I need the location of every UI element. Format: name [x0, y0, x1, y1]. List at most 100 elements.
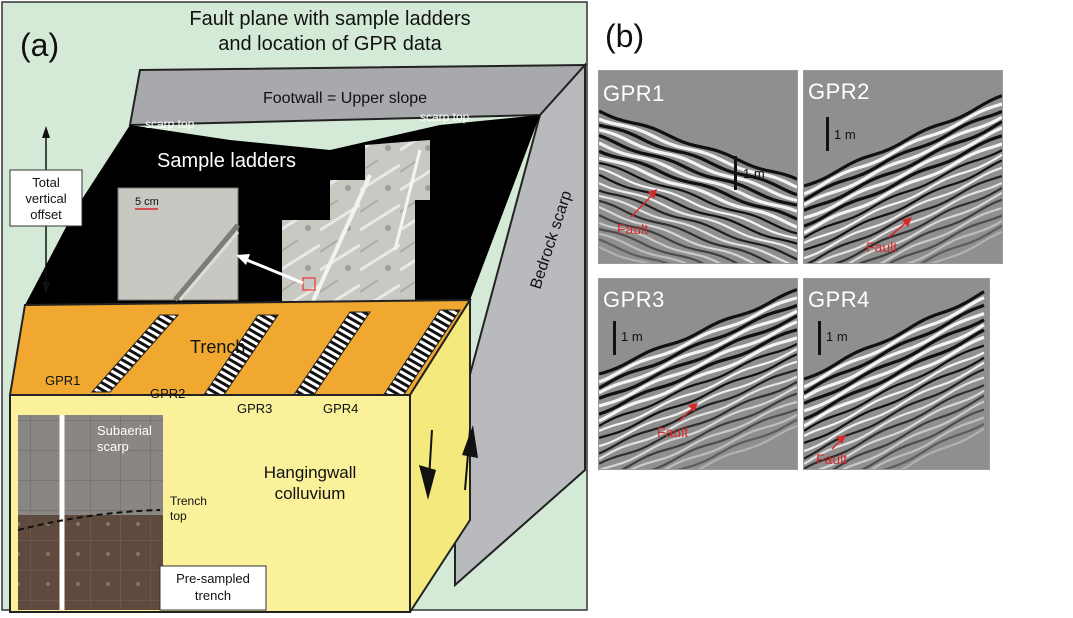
radar-reflector [599, 296, 797, 384]
radar-reflector [599, 238, 670, 263]
radar-reflector [920, 224, 1002, 263]
radar-reflector [817, 389, 985, 469]
inset-scale-label: 5 cm [135, 196, 159, 208]
slip-arrows [419, 425, 478, 500]
gpr1-profile: GPR1 1 m Fault [598, 70, 798, 264]
presampled-line2: trench [195, 588, 231, 603]
radar-reflector [599, 368, 797, 455]
gpr3-title: GPR3 [603, 287, 665, 312]
scarp-top-right-label: scarp top [420, 110, 470, 124]
presampled-label-box [159, 565, 267, 611]
radar-reflector [860, 408, 985, 469]
radar-reflector [804, 303, 985, 395]
radar-reflector [804, 142, 1002, 235]
radar-reflector [599, 375, 797, 460]
gpr3-radargram [599, 279, 797, 469]
panel-a-label: (a) [20, 27, 59, 63]
gpr-profiles-panel: (b) GPR1 1 m Fault GPR2 1 m Fault GP [595, 0, 1073, 613]
radar-reflector [599, 246, 651, 263]
radar-reflector [620, 392, 797, 469]
radar-reflector [804, 94, 1002, 188]
footwall-label: Footwall = Upper slope [263, 90, 427, 107]
figure-title-line2: and location of GPR data [218, 33, 442, 55]
offset-label-line3: offset [30, 207, 62, 222]
radar-reflector [832, 394, 985, 469]
subaerial-label-line1: Subaerial [97, 423, 152, 438]
radar-reflector [804, 312, 985, 400]
radar-reflector [599, 156, 797, 229]
radar-reflector [599, 133, 797, 207]
figure-title-line1: Fault plane with sample ladders [189, 8, 470, 30]
radar-reflector [804, 328, 985, 421]
radar-reflector [888, 214, 1002, 263]
radar-reflector [599, 123, 797, 197]
radar-reflector [599, 347, 797, 433]
radar-reflector [599, 288, 797, 376]
offset-label-line2: vertical [25, 191, 66, 206]
offset-label-line1: Total [32, 175, 60, 190]
gpr4-profile: GPR4 1 m Fault [803, 278, 990, 470]
gpr3-scale-bar [613, 321, 616, 355]
gpr1-title: GPR1 [603, 81, 665, 106]
radar-reflector [677, 418, 797, 469]
radar-reflector [804, 102, 1002, 196]
radar-reflector [905, 220, 1002, 263]
trench-photo [17, 415, 163, 610]
gpr3-fault-label: Fault [657, 424, 689, 440]
radar-reflector [599, 353, 797, 439]
scarp-top-left-label: scarp top [145, 117, 195, 131]
gpr2-profile: GPR2 1 m Fault [803, 70, 1003, 264]
block-diagram: (a) Fault plane with sample ladders and … [1, 1, 588, 616]
radar-reflector [599, 166, 797, 240]
radar-reflector [599, 109, 797, 181]
gpr-strips [90, 309, 461, 409]
gpr3-line-label: GPR3 [237, 401, 272, 416]
radar-reflector [804, 361, 985, 453]
radar-reflector [804, 115, 1002, 207]
radar-reflector [847, 191, 1002, 263]
radar-reflector [804, 166, 1002, 260]
panel-b-label: (b) [605, 18, 645, 54]
gpr1-scale-bar [734, 156, 737, 190]
radar-reflector [599, 309, 797, 395]
radar-reflector [840, 400, 985, 469]
radar-reflector [599, 336, 797, 423]
gpr2-scale-bar [826, 117, 829, 151]
radar-reflector [883, 422, 985, 469]
radar-reflector [599, 149, 797, 221]
radar-reflector [804, 134, 1002, 228]
sample-ladders-label: Sample ladders [157, 150, 296, 172]
trench-label: Trench [190, 337, 245, 357]
gpr4-line-label: GPR4 [323, 401, 358, 416]
radar-reflector [697, 424, 797, 469]
radar-reflector [599, 303, 797, 390]
gpr1-fault-label: Fault [617, 221, 649, 237]
radar-reflector [599, 141, 797, 213]
gpr4-fault-label: Fault [816, 451, 848, 467]
block-diagram-panel: (a) Fault plane with sample ladders and … [1, 1, 588, 616]
radar-reflector [663, 413, 797, 469]
radar-reflector [804, 335, 985, 428]
radar-reflector [804, 344, 985, 432]
radar-reflector [858, 198, 1002, 263]
radar-reflector [804, 110, 1002, 202]
vertical-offset-arrow [9, 126, 83, 294]
radar-reflector [804, 120, 1002, 212]
presampled-line1: Pre-sampled [176, 571, 250, 586]
radar-reflector [804, 323, 985, 413]
radar-reflector [804, 296, 985, 389]
radar-reflector [599, 228, 705, 263]
radar-reflector [804, 356, 985, 444]
radar-reflector [804, 159, 1002, 251]
radar-reflector [599, 206, 756, 263]
radar-reflector [629, 400, 797, 469]
gpr4-scale-bar [818, 321, 821, 355]
radar-reflector [804, 126, 1002, 220]
gpr1-line-label: GPR1 [45, 373, 80, 388]
radar-reflector [599, 232, 688, 263]
subaerial-label-line2: scarp [97, 439, 129, 454]
radar-reflector [599, 380, 797, 465]
hangingwall-line1: Hangingwall [264, 463, 357, 482]
radar-reflector [599, 360, 797, 448]
radar-reflector [804, 153, 1002, 244]
